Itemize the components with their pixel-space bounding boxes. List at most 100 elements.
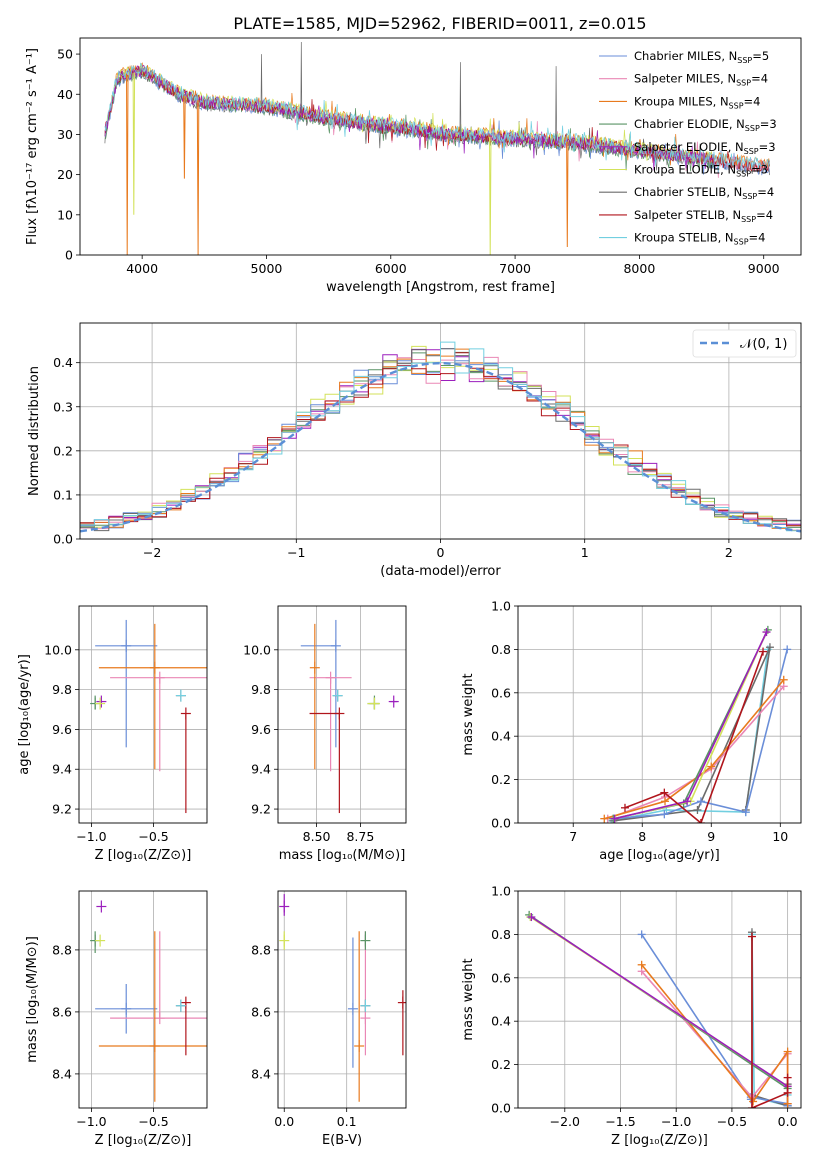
spectrum-line bbox=[104, 62, 771, 174]
x-tick-label: −0.5 bbox=[138, 829, 168, 844]
weight-line bbox=[604, 679, 785, 820]
x-axis-label: E(B-V) bbox=[322, 1133, 362, 1148]
y-tick-label: 8.8 bbox=[52, 942, 72, 957]
x-tick-label: 0.0 bbox=[274, 1114, 294, 1129]
spectrum-line bbox=[104, 68, 715, 173]
figure-title: PLATE=1585, MJD=52962, FIBERID=0011, z=0… bbox=[233, 14, 646, 33]
absorption-dip bbox=[132, 72, 136, 215]
weight-line bbox=[641, 964, 789, 1104]
legend-label: Chabrier ELODIE, NSSP=3 bbox=[634, 117, 777, 133]
y-tick-label: 9.6 bbox=[251, 722, 271, 737]
y-tick-label: 8.4 bbox=[52, 1066, 72, 1081]
legend-label: 𝒩(0, 1) bbox=[740, 337, 787, 352]
data-layer bbox=[279, 894, 406, 1102]
x-tick-label: −1 bbox=[287, 545, 305, 560]
y-tick-label: 30 bbox=[57, 127, 73, 142]
x-tick-label: 9 bbox=[707, 829, 715, 844]
x-tick-label: −0.5 bbox=[717, 1114, 747, 1129]
panel-age_vs_Z: −1.0 −0.5 9.2 9.4 9.6 9.8 10.0 Z [log₁₀(Z/Z⊙)] a… bbox=[17, 605, 208, 863]
y-tick-label: 9.4 bbox=[251, 762, 271, 777]
histogram-step bbox=[80, 341, 801, 532]
x-axis-label: (data-model)/error bbox=[380, 564, 501, 579]
y-axis-label: Flux [fλ10⁻¹⁷ erg cm⁻² s⁻¹ A⁻¹] bbox=[25, 48, 40, 245]
y-tick-label: 9.4 bbox=[52, 762, 72, 777]
x-tick-label: 8000 bbox=[623, 261, 655, 276]
weight-line bbox=[607, 685, 785, 820]
normal-reference-curve bbox=[80, 361, 801, 533]
y-tick-label: 0 bbox=[65, 248, 73, 263]
x-tick-label: 8.50 bbox=[303, 829, 331, 844]
y-tick-label: 9.2 bbox=[251, 802, 271, 817]
data-layer bbox=[80, 341, 801, 533]
weight-line bbox=[624, 651, 764, 823]
data-layer bbox=[90, 900, 207, 1102]
x-tick-label: 1 bbox=[581, 545, 589, 560]
x-tick-label: −2 bbox=[143, 545, 161, 560]
weight-line bbox=[613, 649, 788, 820]
data-layer bbox=[104, 41, 771, 255]
x-tick-label: 5000 bbox=[251, 261, 283, 276]
y-tick-label: 0.4 bbox=[491, 1014, 511, 1029]
axes-frame bbox=[277, 605, 407, 824]
data-layer bbox=[525, 910, 792, 1108]
data-layer bbox=[90, 619, 207, 814]
x-tick-label: 7000 bbox=[499, 261, 531, 276]
x-tick-label: −1.5 bbox=[605, 1114, 635, 1129]
y-tick-label: 10 bbox=[57, 207, 73, 222]
panel-mass_weight_vs_Z: −2.0 −1.5 −1.0 −0.5 0.0 0.0 0.2 0.4 0.6 0.8 1.0 Z [… bbox=[461, 884, 802, 1148]
weight-line bbox=[751, 936, 789, 1108]
axes-frame bbox=[277, 890, 407, 1109]
data-layer bbox=[300, 619, 399, 814]
y-tick-label: 0.1 bbox=[53, 487, 73, 502]
x-tick-label: 0.1 bbox=[337, 1114, 357, 1129]
y-tick-label: 0.0 bbox=[491, 816, 511, 831]
y-tick-label: 1.0 bbox=[491, 599, 511, 614]
y-tick-label: 8.8 bbox=[251, 942, 271, 957]
y-tick-label: 8.6 bbox=[251, 1004, 271, 1019]
legend-residuals: 𝒩(0, 1) bbox=[692, 329, 797, 358]
y-tick-label: 50 bbox=[57, 47, 73, 62]
legend-label: Chabrier STELIB, NSSP=4 bbox=[634, 185, 774, 201]
weight-line bbox=[530, 916, 789, 1087]
legend-label: Salpeter MILES, NSSP=4 bbox=[634, 72, 768, 88]
histogram-step bbox=[80, 356, 801, 531]
legend-box bbox=[692, 329, 797, 358]
legend-label: Salpeter STELIB, NSSP=4 bbox=[634, 208, 773, 224]
y-tick-label: 40 bbox=[57, 87, 73, 102]
y-axis-label: age [log₁₀(age/yr)] bbox=[17, 654, 32, 775]
y-tick-label: 8.6 bbox=[52, 1004, 72, 1019]
y-axis-label: mass weight bbox=[461, 673, 476, 755]
x-tick-label: 4000 bbox=[126, 261, 158, 276]
y-axis-label: mass weight bbox=[461, 958, 476, 1040]
absorption-dip bbox=[126, 74, 129, 255]
x-tick-label: 0.0 bbox=[778, 1114, 798, 1129]
legend-label: Chabrier MILES, NSSP=5 bbox=[634, 49, 769, 65]
panel-residuals: −2 −1 0 1 2 0.0 0.1 0.2 0.3 0.4 (data-model)/error… bbox=[27, 322, 802, 579]
y-tick-label: 9.6 bbox=[52, 722, 72, 737]
legend-label: Kroupa MILES, NSSP=4 bbox=[634, 94, 760, 110]
y-tick-label: 20 bbox=[57, 167, 73, 182]
x-tick-label: −0.5 bbox=[138, 1114, 168, 1129]
axes-frame bbox=[517, 605, 802, 824]
emission-spike bbox=[300, 41, 303, 114]
x-axis-label: age [log₁₀(age/yr)] bbox=[599, 848, 720, 863]
y-tick-label: 0.8 bbox=[491, 927, 511, 942]
y-tick-label: 0.6 bbox=[491, 970, 511, 985]
emission-spike bbox=[260, 54, 263, 107]
x-tick-label: 0 bbox=[437, 545, 445, 560]
x-axis-label: Z [log₁₀(Z/Z⊙)] bbox=[95, 1133, 192, 1148]
y-tick-label: 10.0 bbox=[44, 642, 72, 657]
axes-frame bbox=[78, 605, 208, 824]
weight-line bbox=[613, 629, 769, 820]
weight-line bbox=[751, 934, 789, 1107]
axes-frame bbox=[79, 37, 802, 256]
x-tick-label: −1.0 bbox=[661, 1114, 691, 1129]
y-tick-label: 0.4 bbox=[53, 355, 73, 370]
x-tick-label: 8 bbox=[638, 829, 646, 844]
x-axis-label: Z [log₁₀(Z/Z⊙)] bbox=[611, 1133, 708, 1148]
y-axis-label: mass [log₁₀(M/M⊙)] bbox=[25, 936, 40, 1063]
legend-label: Salpeter ELODIE, NSSP=3 bbox=[634, 140, 776, 156]
absorption-dip bbox=[196, 100, 200, 255]
x-tick-label: 7 bbox=[569, 829, 577, 844]
